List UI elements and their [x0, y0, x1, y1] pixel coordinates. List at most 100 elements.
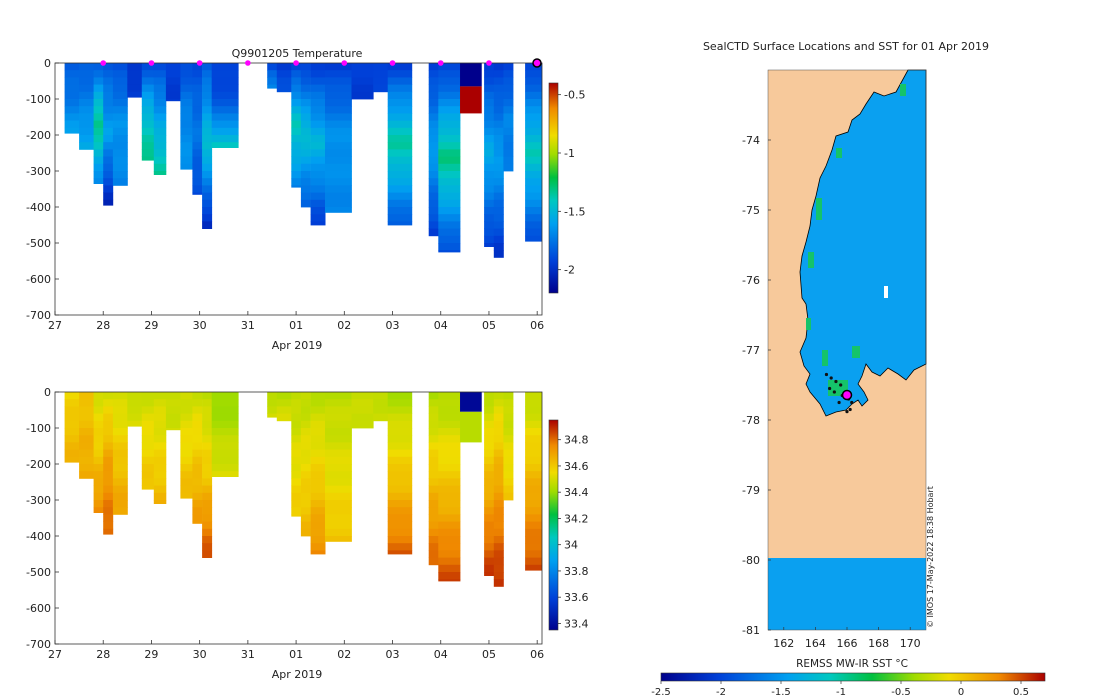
profile-cell [192, 456, 203, 465]
profile-cell [180, 435, 193, 443]
profile-cell [127, 406, 143, 414]
profile-cell [211, 120, 239, 129]
profile-cell [484, 135, 495, 143]
profile-cell [103, 428, 114, 436]
profile-cell [438, 528, 461, 537]
profile-cell [103, 478, 114, 486]
profile-cell [300, 464, 311, 472]
profile-cell [493, 99, 504, 107]
profile-cell [428, 163, 439, 172]
salinity-colorbar [548, 419, 559, 631]
profile-cell [438, 199, 461, 208]
profile-cell [202, 413, 213, 422]
profile-cell [93, 156, 104, 165]
profile-cell [387, 399, 413, 407]
profile-cell [503, 464, 514, 472]
profile-cell [192, 135, 203, 143]
profile-cell [310, 113, 326, 121]
profile-cell [525, 420, 542, 429]
profile-cell [438, 149, 461, 157]
profile-cell [211, 449, 239, 458]
profile-cell [525, 127, 542, 136]
profile-cell [300, 185, 311, 193]
map-x-tick-label: 162 [773, 637, 794, 650]
x-tick-label: 05 [482, 319, 496, 332]
profile-cell [525, 550, 542, 558]
profile-cell [202, 464, 213, 472]
profile-cell [525, 77, 542, 85]
profile-cell [93, 464, 104, 472]
profile-cell [428, 528, 439, 537]
profile-cell [310, 500, 326, 508]
profile-cell [64, 127, 80, 134]
profile-cell [525, 456, 542, 465]
profile-cell [112, 492, 128, 501]
profile-cell [428, 478, 439, 486]
profile-cell [310, 399, 326, 407]
y-tick-label: -600 [26, 273, 51, 286]
profile-cell [325, 485, 352, 494]
profile-cell [325, 99, 352, 107]
profile-cell [211, 399, 239, 407]
profile-cell [484, 492, 495, 501]
profile-cell [300, 171, 311, 179]
profile-cell [202, 500, 213, 508]
profile-cell [525, 536, 542, 544]
profile-cell [428, 406, 439, 414]
profile-cell [310, 543, 326, 551]
profile-cell [103, 70, 114, 78]
profile-cell [202, 456, 213, 465]
profile-cell [387, 449, 413, 458]
profile-cell [103, 178, 114, 186]
track-point [837, 400, 841, 405]
profile-cell [438, 428, 461, 436]
profile-cell [438, 99, 461, 107]
profile-cell [503, 392, 514, 400]
profile-cell [493, 406, 504, 414]
temperature-colorbar [548, 82, 559, 294]
profile-cell [93, 70, 104, 78]
profile-cell [438, 120, 461, 129]
profile-cell [211, 435, 239, 443]
profile-cell [438, 178, 461, 186]
profile-cell [438, 221, 461, 229]
profile-cell [153, 464, 167, 472]
profile-cell [211, 142, 239, 148]
profile-cell [300, 113, 311, 121]
profile-cell [79, 399, 94, 407]
profile-cell [503, 70, 514, 78]
surface-marker [245, 60, 251, 66]
profile-cell [387, 435, 413, 443]
x-tick-label: 02 [337, 648, 351, 661]
profile-cell [291, 185, 302, 188]
profile-cell [112, 178, 128, 186]
profile-cell [300, 507, 311, 515]
profile-cell [428, 120, 439, 129]
profile-cell [93, 471, 104, 479]
surface-markers [100, 58, 542, 68]
profile-cell [525, 156, 542, 165]
profile-cell [192, 435, 203, 443]
profile-cell [325, 514, 352, 522]
profile-cell [180, 163, 193, 170]
profile-cell [387, 149, 413, 157]
profile-cell [291, 456, 302, 465]
profile-cell [428, 171, 439, 179]
profile-cell [141, 392, 155, 400]
profile-cell [93, 413, 104, 422]
profile-cell [351, 413, 374, 422]
profile-cell [153, 135, 167, 143]
profile-cell [165, 413, 181, 422]
profile-cell [211, 464, 239, 472]
profile-cell [291, 399, 302, 407]
profile-cell [428, 199, 439, 208]
profile-cell [291, 507, 302, 515]
profile-cell [484, 142, 495, 150]
profile-cell [503, 142, 514, 150]
profile-cell [484, 449, 495, 458]
profile-cell [153, 163, 167, 172]
profile-cell [64, 106, 80, 114]
profile-cell [153, 149, 167, 157]
map-y-tick-label: -76 [742, 274, 760, 287]
profile-cell [153, 156, 167, 165]
